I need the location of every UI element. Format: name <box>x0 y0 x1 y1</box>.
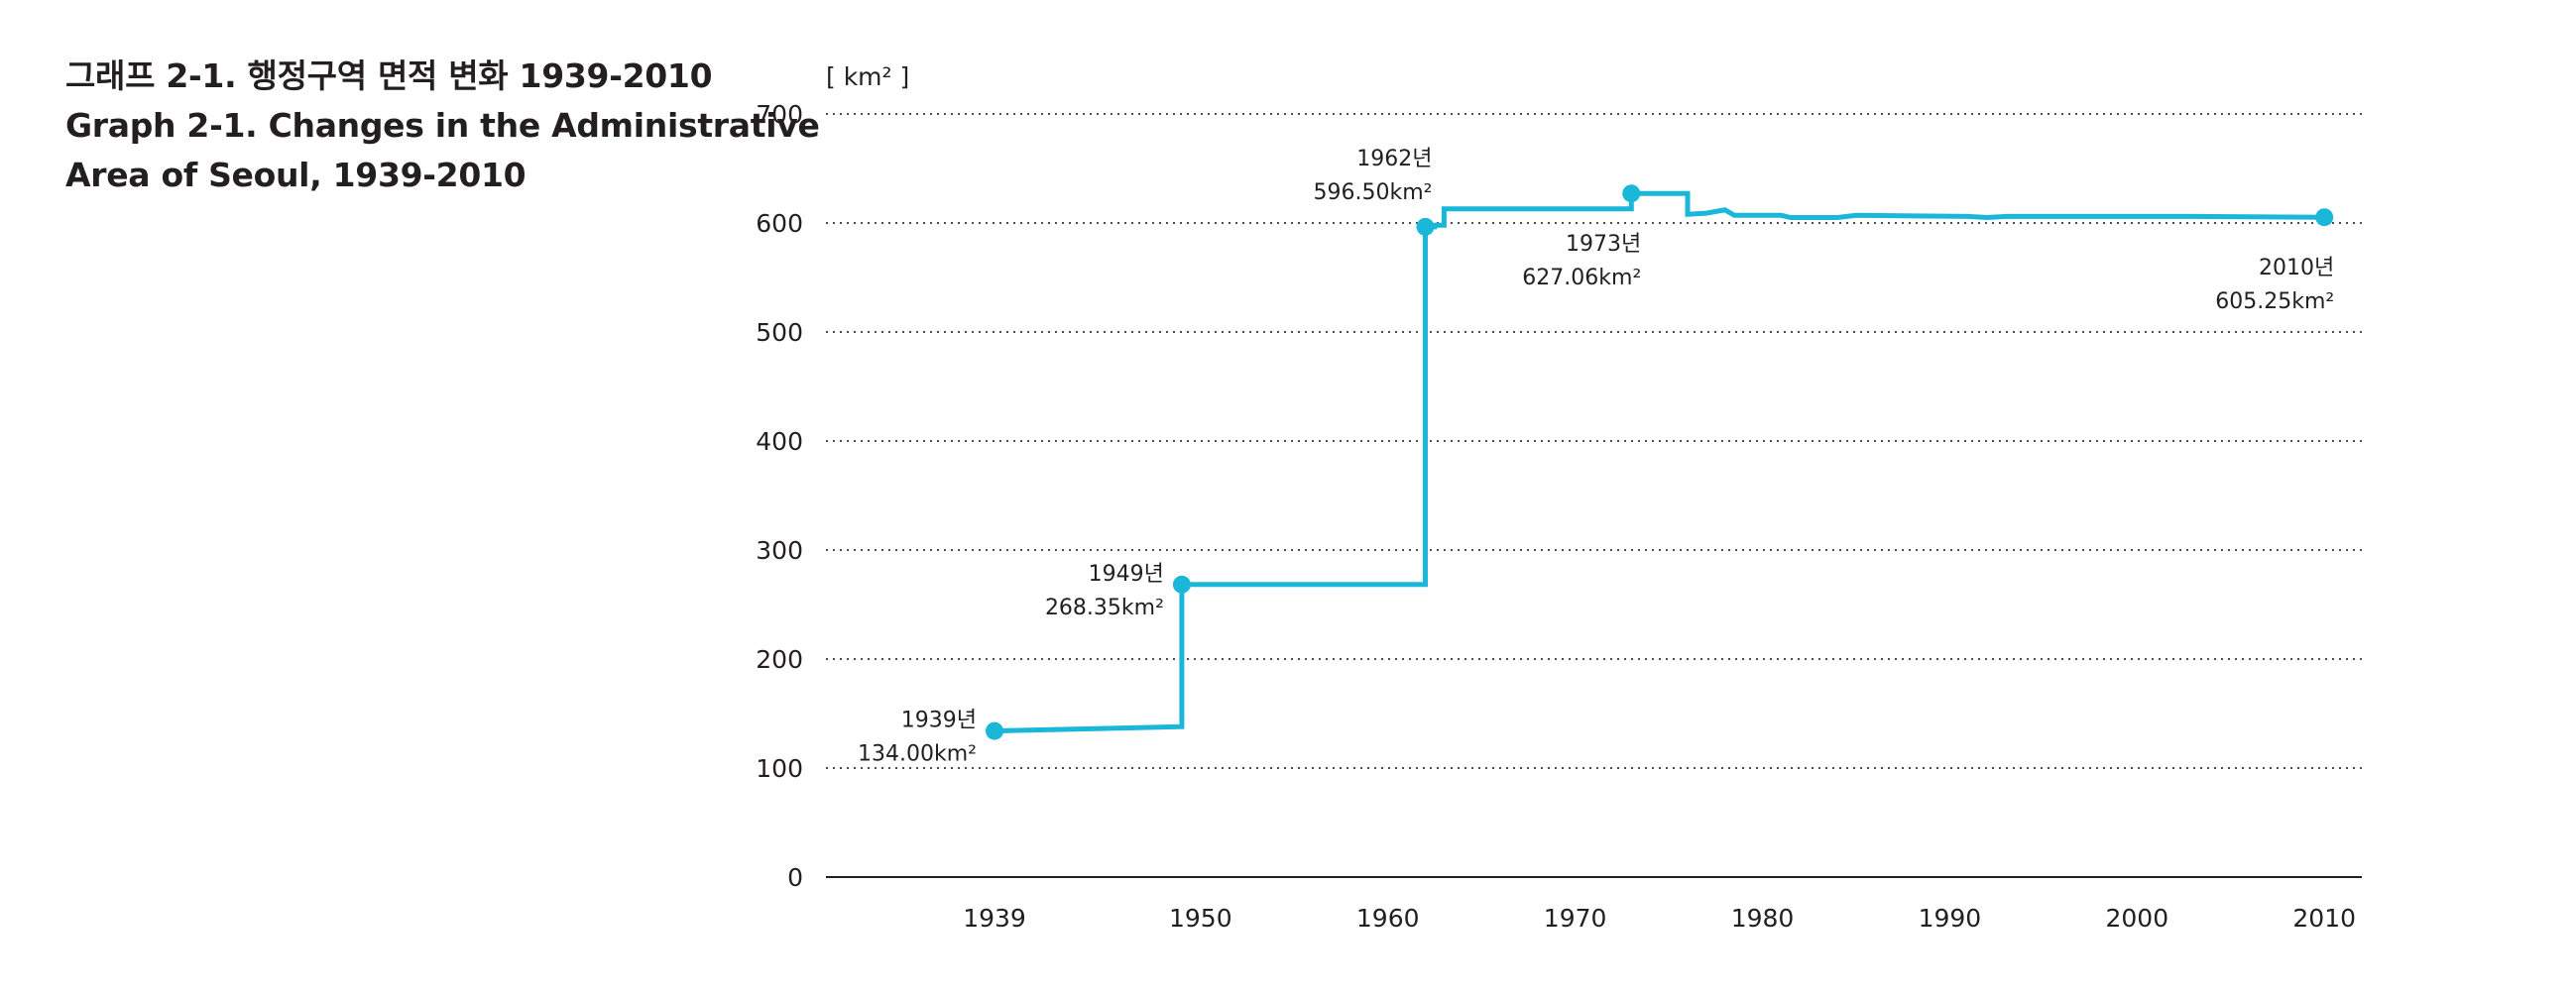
y-tick-label-500: 500 <box>756 318 803 347</box>
gridlines <box>826 113 2362 878</box>
x-axis-ticks: 1939 1950 1960 1970 1980 1990 2000 2010 <box>963 904 2356 933</box>
chart-title-english-line-1: Graph 2-1. Changes in the Administrative <box>65 106 820 145</box>
series-area <box>994 190 2325 734</box>
data-marker-2 <box>1416 217 1435 236</box>
y-axis-ticks: 0 100 200 300 400 500 600 700 <box>756 100 803 892</box>
data-marker-3 <box>1622 184 1641 203</box>
chart-title-korean: 그래프 2-1. 행정구역 면적 변화 1939-2010 <box>65 56 713 95</box>
annotation-year-2: 1962년 <box>1356 147 1432 171</box>
annotation-year-4: 2010년 <box>2259 256 2334 280</box>
annotation-year-1: 1949년 <box>1089 562 1164 587</box>
chart-title-english-line-2: Area of Seoul, 1939-2010 <box>65 156 527 194</box>
annotation-value-0: 134.00km² <box>858 742 977 767</box>
y-tick-label-200: 200 <box>756 645 803 674</box>
y-tick-label-600: 600 <box>756 209 803 238</box>
data-markers <box>986 184 2334 740</box>
annotation-value-2: 596.50km² <box>1314 180 1433 205</box>
data-marker-1 <box>1172 575 1191 594</box>
chart-title-block: 그래프 2-1. 행정구역 면적 변화 1939-2010 Graph 2-1.… <box>65 52 820 200</box>
x-tick-label-1950: 1950 <box>1169 904 1232 933</box>
annotation-value-3: 627.06km² <box>1522 266 1641 290</box>
y-tick-label-300: 300 <box>756 536 803 565</box>
x-tick-label-1960: 1960 <box>1356 904 1420 933</box>
data-marker-4 <box>2315 208 2334 227</box>
x-tick-label-1980: 1980 <box>1731 904 1795 933</box>
annotation-year-3: 1973년 <box>1566 232 1641 257</box>
y-tick-label-400: 400 <box>756 427 803 456</box>
y-tick-label-100: 100 <box>756 754 803 783</box>
x-tick-label-2010: 2010 <box>2292 904 2356 933</box>
y-axis-unit-label: [ km² ] <box>826 62 909 91</box>
series-line-0 <box>994 190 2325 734</box>
x-tick-label-1970: 1970 <box>1544 904 1607 933</box>
y-tick-label-700: 700 <box>756 100 803 129</box>
x-tick-label-2000: 2000 <box>2106 904 2169 933</box>
x-tick-label-1939: 1939 <box>963 904 1026 933</box>
annotation-value-1: 268.35km² <box>1045 596 1164 620</box>
annotation-year-0: 1939년 <box>901 709 977 733</box>
x-tick-label-1990: 1990 <box>1919 904 1982 933</box>
data-annotations: 1939년 134.00km² 1949년 268.35km² 1962년 596.50k… <box>858 147 2334 767</box>
data-marker-0 <box>986 721 1004 740</box>
annotation-value-4: 605.25km² <box>2215 289 2334 314</box>
y-tick-label-0: 0 <box>787 863 803 892</box>
